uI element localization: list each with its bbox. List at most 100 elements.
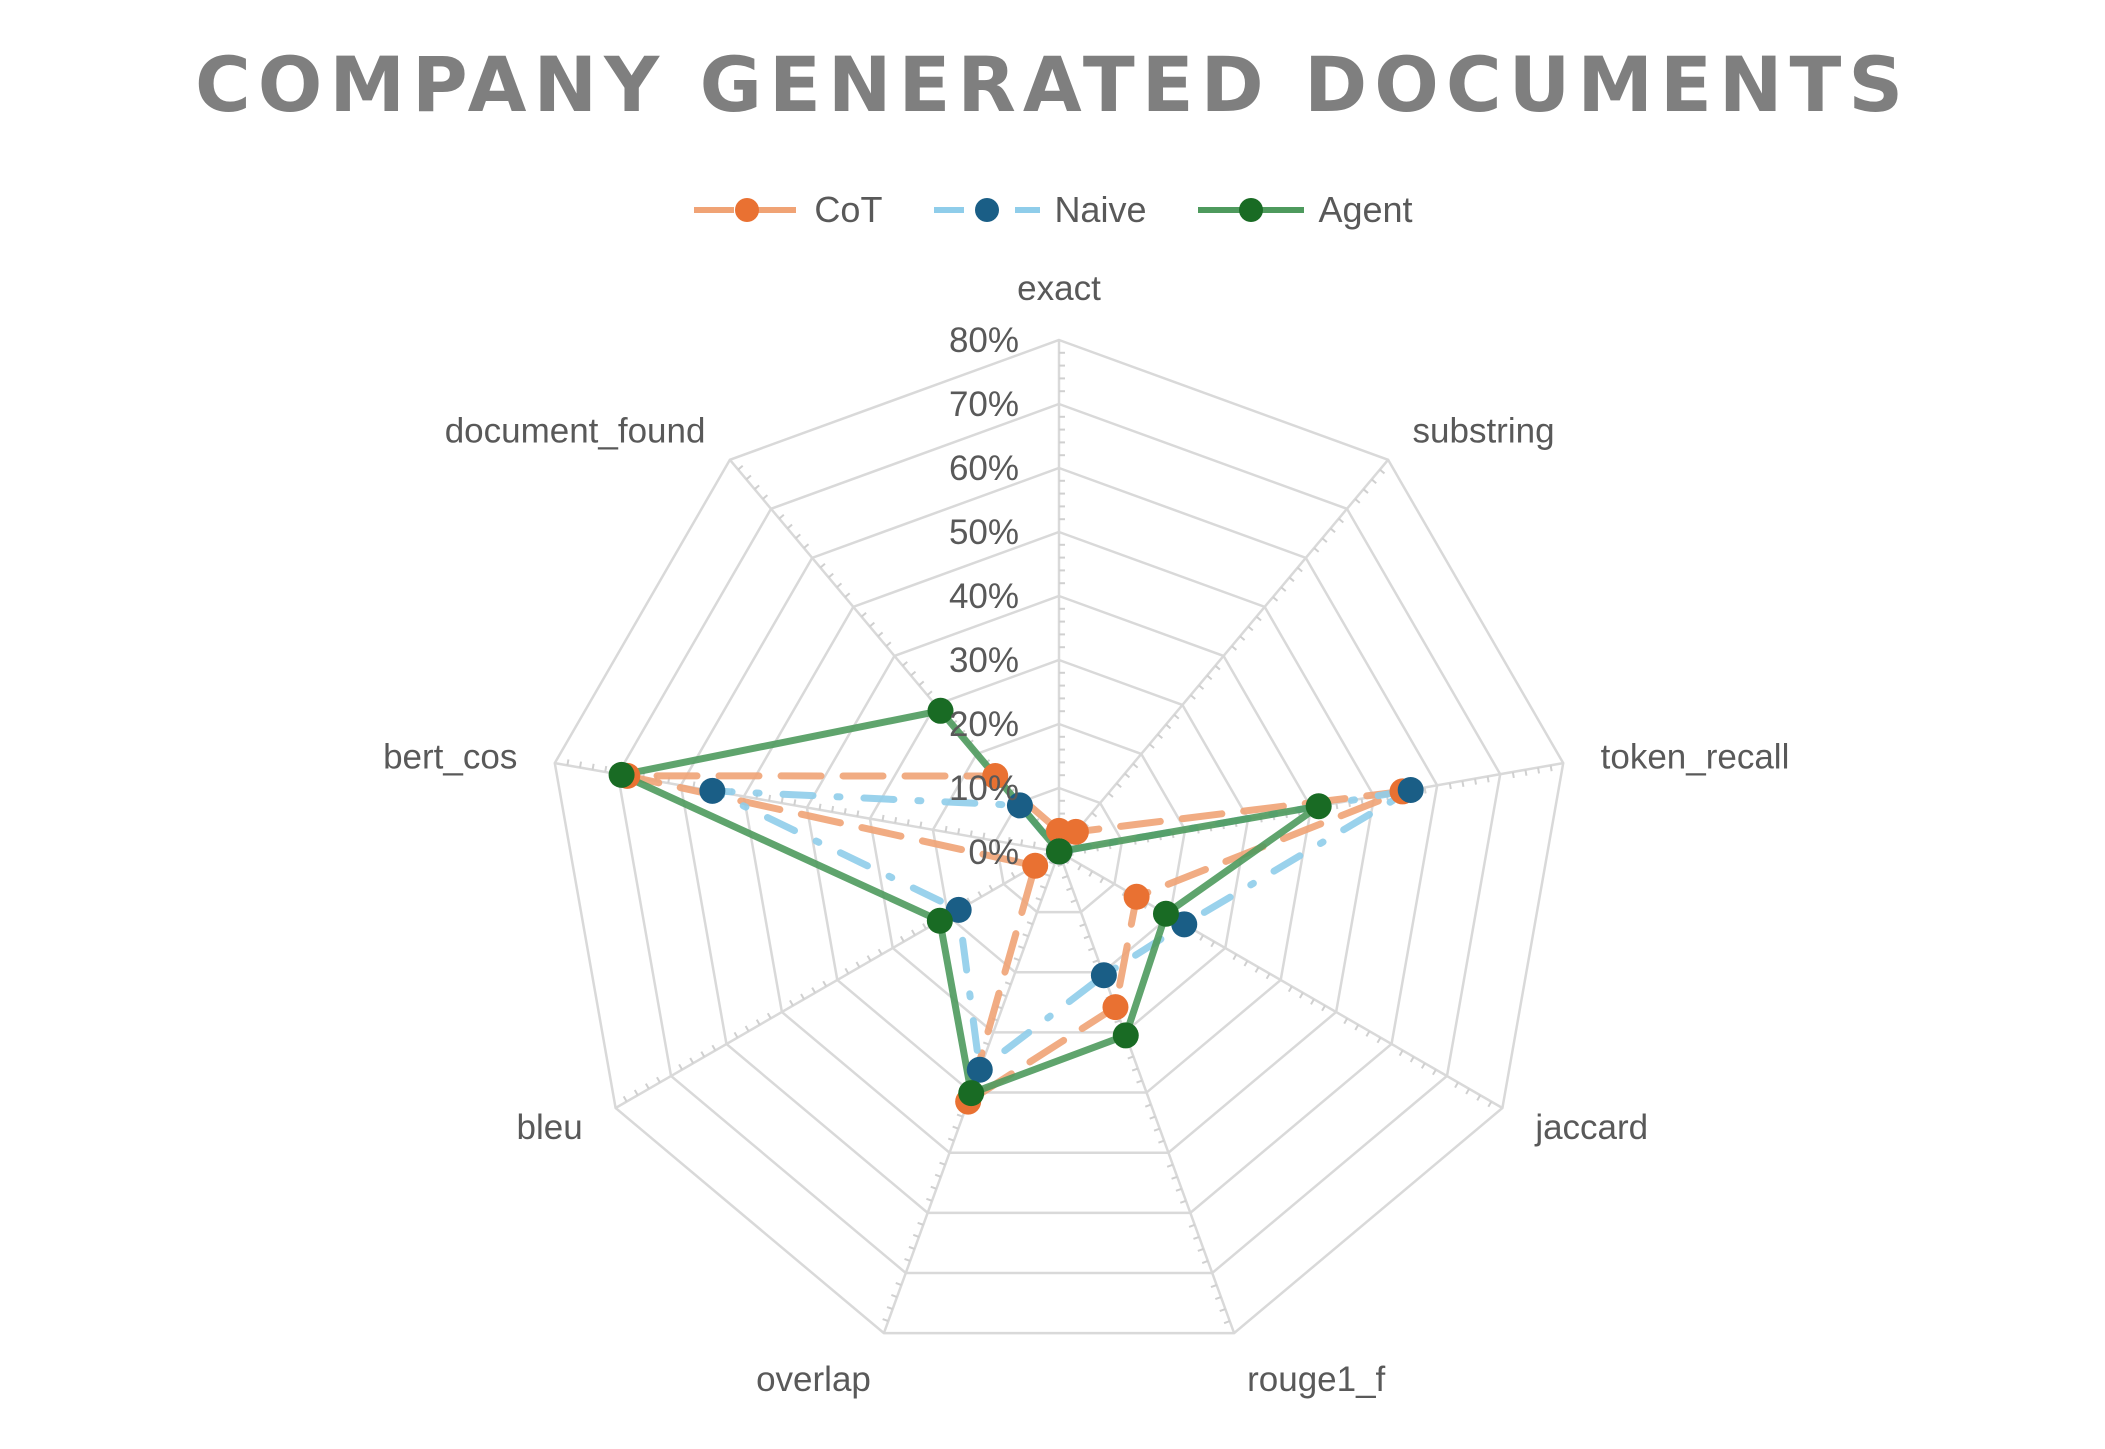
grid-minor-tick <box>1044 852 1049 859</box>
grid-minor-tick <box>1149 1115 1156 1120</box>
grid-minor-tick <box>1004 981 1012 986</box>
grid-ring <box>742 530 1376 1154</box>
point-agent-bleu[interactable] <box>926 907 953 934</box>
radar-tick-labels: 0% 10% 20% 30% 40% 50% 60% 70% 80% <box>949 321 1019 872</box>
tick-label: 20% <box>949 705 1019 744</box>
grid-minor-tick <box>844 592 851 598</box>
grid-minor-tick <box>1092 959 1099 964</box>
grid-minor-tick <box>926 690 933 696</box>
grid-minor-tick <box>1420 1062 1426 1069</box>
axis-label-document-found: document_found <box>445 412 706 451</box>
grid-minor-tick <box>795 533 801 539</box>
grid-minor-tick <box>1079 923 1086 928</box>
grid-minor-tick <box>1409 1056 1415 1063</box>
grid-minor-tick <box>1022 933 1029 938</box>
grid-minor-tick <box>918 680 925 687</box>
grid-minor-tick <box>1188 1223 1196 1228</box>
point-cot-jaccard[interactable] <box>1123 883 1150 910</box>
grid-minor-tick <box>891 1294 898 1298</box>
grid-minor-tick <box>902 661 908 667</box>
grid-minor-tick <box>982 1041 990 1046</box>
grid-minor-tick <box>1099 877 1105 884</box>
grid-minor-tick <box>856 810 860 817</box>
chart-title: COMPANY GENERATED DOCUMENTS <box>194 40 1911 129</box>
grid-minor-tick <box>1524 769 1528 776</box>
grid-minor-tick <box>882 1318 889 1323</box>
grid-minor-tick <box>1288 576 1295 583</box>
legend-item-agent[interactable]: Agent <box>1196 189 1413 231</box>
grid-minor-tick <box>1280 586 1287 592</box>
point-naive-bert_cos[interactable] <box>699 777 726 804</box>
point-agent-jaccard[interactable] <box>1152 900 1179 927</box>
grid-minor-tick <box>869 621 876 628</box>
grid-ring <box>679 466 1439 1215</box>
point-agent-bert_cos[interactable] <box>608 761 635 788</box>
point-agent-overlap[interactable] <box>958 1080 985 1107</box>
grid-minor-tick <box>904 1257 911 1262</box>
grid-minor-tick <box>1198 684 1205 690</box>
grid-minor-tick <box>1115 782 1122 788</box>
grid-minor-tick <box>1010 871 1016 879</box>
grid-minor-tick <box>906 819 910 826</box>
grid-minor-tick <box>1124 772 1131 779</box>
point-naive-overlap[interactable] <box>966 1056 993 1083</box>
point-cot-substring[interactable] <box>1062 818 1089 845</box>
grid-minor-tick <box>1158 1139 1165 1144</box>
grid-minor-tick <box>1175 1187 1182 1192</box>
grid-minor-tick <box>1179 1199 1187 1204</box>
legend-item-naive[interactable]: Naive <box>932 189 1146 231</box>
grid-minor-tick <box>1032 841 1036 848</box>
grid-minor-tick <box>877 948 883 955</box>
tick-label: 50% <box>949 513 1019 552</box>
grid-minor-tick <box>1026 921 1034 926</box>
point-naive-rouge1_f[interactable] <box>1090 962 1117 989</box>
grid-minor-tick <box>1070 899 1077 904</box>
grid-minor-tick <box>1365 1030 1371 1037</box>
axis-label-rouge1-f: rouge1_f <box>1247 1360 1385 1399</box>
point-cot-document_found[interactable] <box>982 763 1009 790</box>
grid-minor-tick <box>822 980 828 987</box>
grid-minor-tick <box>917 1221 924 1226</box>
point-cot-rouge1_f[interactable] <box>1102 994 1129 1021</box>
grid-minor-tick <box>1201 1260 1209 1264</box>
point-naive-token_recall[interactable] <box>1397 776 1424 803</box>
point-agent-document_found[interactable] <box>927 697 954 724</box>
grid-minor-tick <box>988 884 994 891</box>
tick-label: 10% <box>949 769 1019 808</box>
grid-minor-tick <box>644 1083 650 1090</box>
point-agent-substring[interactable] <box>1046 838 1073 865</box>
grid-minor-tick <box>1448 782 1452 790</box>
point-agent-rouge1_f[interactable] <box>1112 1022 1139 1049</box>
grid-minor-tick <box>866 955 872 962</box>
grid-minor-tick <box>1362 488 1369 494</box>
grid-minor-tick <box>1239 635 1246 641</box>
grid-minor-tick <box>622 1095 628 1103</box>
grid-minor-tick <box>836 582 843 589</box>
point-naive-bleu[interactable] <box>945 896 972 923</box>
grid-ring <box>931 722 1187 974</box>
grid-minor-tick <box>934 1173 942 1178</box>
grid-minor-tick <box>1131 1067 1139 1072</box>
grid-spoke <box>1058 458 1390 853</box>
grid-minor-tick <box>1461 780 1465 787</box>
grid-minor-tick <box>1287 985 1293 993</box>
grid-minor-tick <box>1272 596 1279 602</box>
grid-minor-tick <box>1132 762 1139 769</box>
grid-minor-tick <box>1083 935 1090 940</box>
grid-minor-tick <box>1215 1296 1222 1301</box>
point-cot-bleu[interactable] <box>1022 852 1049 879</box>
grid-minor-tick <box>1487 1101 1493 1108</box>
point-naive-document_found[interactable] <box>1006 792 1033 819</box>
grid-minor-tick <box>733 1031 739 1039</box>
grid-ring <box>616 402 1502 1275</box>
point-agent-token_recall[interactable] <box>1305 793 1332 820</box>
grid-minor-tick <box>1107 792 1114 798</box>
grid-minor-tick <box>700 1051 706 1058</box>
grid-minor-tick <box>957 828 961 835</box>
grid-minor-tick <box>899 935 905 943</box>
grid-minor-tick <box>1371 478 1377 485</box>
grid-minor-tick <box>910 670 917 677</box>
axis-label-bert-cos: bert_cos <box>383 737 517 776</box>
legend-item-cot[interactable]: CoT <box>692 189 882 231</box>
